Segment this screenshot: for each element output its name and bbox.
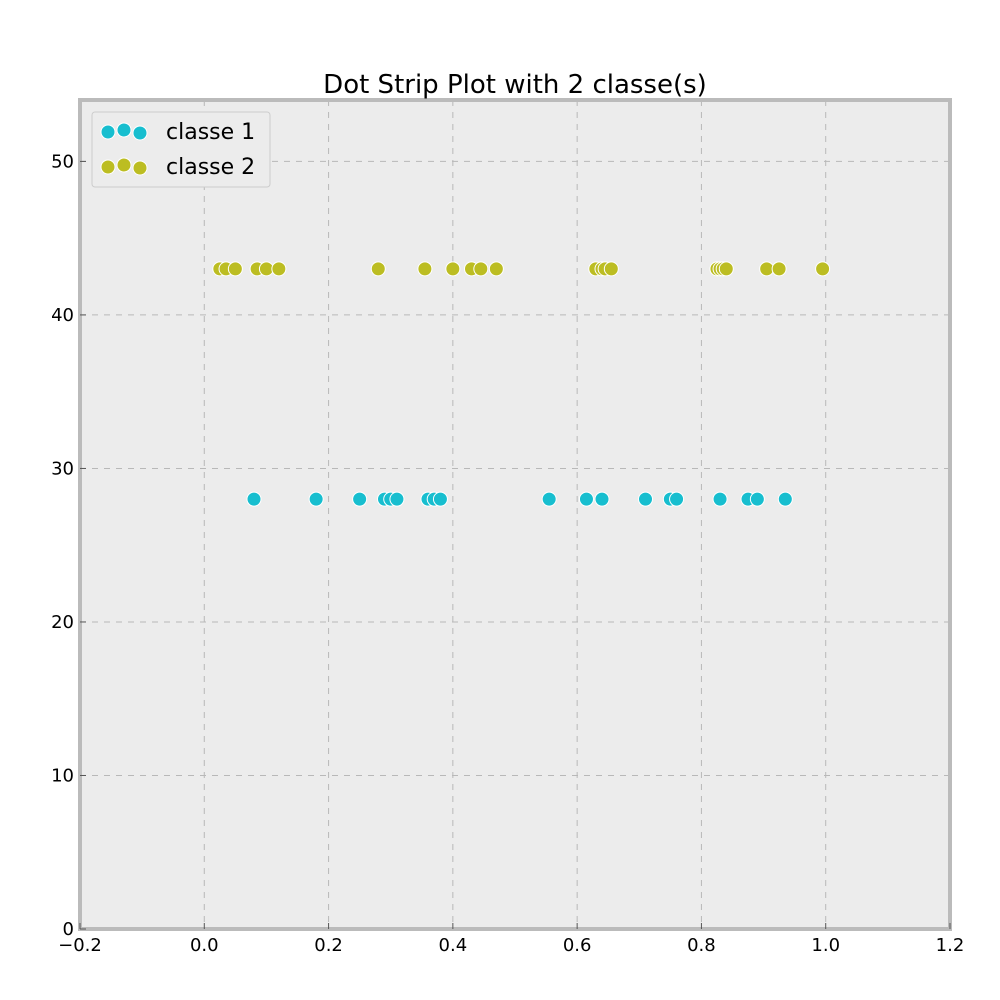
data-point	[718, 261, 734, 277]
data-point	[749, 491, 765, 507]
x-tick-label: 1.0	[811, 935, 840, 956]
plot-background	[80, 100, 950, 929]
x-axis-ticks: −0.2 0.0 0.2 0.4 0.6 0.8 1.0 1.2	[58, 923, 964, 956]
data-point	[389, 491, 405, 507]
series-1	[246, 491, 793, 507]
y-tick-label: 50	[51, 151, 74, 172]
legend-marker	[116, 157, 132, 173]
data-point	[445, 261, 461, 277]
y-tick-label: 10	[51, 765, 74, 786]
legend-marker	[100, 124, 116, 140]
data-point	[246, 491, 262, 507]
data-point	[488, 261, 504, 277]
data-point	[712, 491, 728, 507]
data-point	[578, 491, 594, 507]
x-tick-label: 0.4	[439, 935, 468, 956]
data-point	[308, 491, 324, 507]
x-tick-label: 0.2	[314, 935, 343, 956]
legend-entry: classe 1	[100, 120, 255, 145]
data-point	[352, 491, 368, 507]
series-layer	[212, 261, 831, 507]
legend-marker	[132, 160, 148, 176]
data-point	[638, 491, 653, 507]
legend-entry: classe 2	[100, 155, 255, 180]
legend-label: classe 1	[166, 120, 255, 145]
data-point	[227, 261, 243, 277]
legend-marker	[132, 125, 148, 141]
y-tick-label: 30	[51, 458, 74, 479]
data-point	[258, 261, 274, 277]
x-tick-label: −0.2	[58, 935, 102, 956]
chart-title: Dot Strip Plot with 2 classe(s)	[323, 70, 707, 100]
data-point	[777, 491, 793, 507]
data-point	[541, 491, 557, 507]
y-axis-ticks: 0 10 20 30 40 50	[51, 151, 86, 940]
x-tick-label: 0.0	[190, 935, 219, 956]
data-point	[771, 261, 787, 277]
legend-label: classe 2	[166, 155, 255, 180]
legend-marker	[116, 122, 132, 138]
data-point	[370, 261, 386, 277]
data-point	[759, 261, 775, 277]
plot-frame	[78, 98, 952, 931]
data-point	[815, 261, 831, 277]
y-tick-label: 0	[63, 919, 74, 940]
x-tick-label: 0.6	[563, 935, 592, 956]
y-tick-label: 40	[51, 305, 74, 326]
series-2	[212, 261, 831, 277]
legend-marker	[100, 159, 116, 175]
x-tick-label: 0.8	[687, 935, 716, 956]
y-tick-label: 20	[51, 612, 74, 633]
x-tick-label: 1.2	[936, 935, 965, 956]
data-point	[417, 261, 433, 277]
data-point	[473, 261, 489, 277]
data-point	[669, 491, 685, 507]
data-point	[271, 261, 287, 277]
data-point	[432, 491, 448, 507]
data-point	[603, 261, 619, 277]
legend: classe 1 classe 2	[91, 111, 271, 188]
data-point	[594, 491, 610, 507]
